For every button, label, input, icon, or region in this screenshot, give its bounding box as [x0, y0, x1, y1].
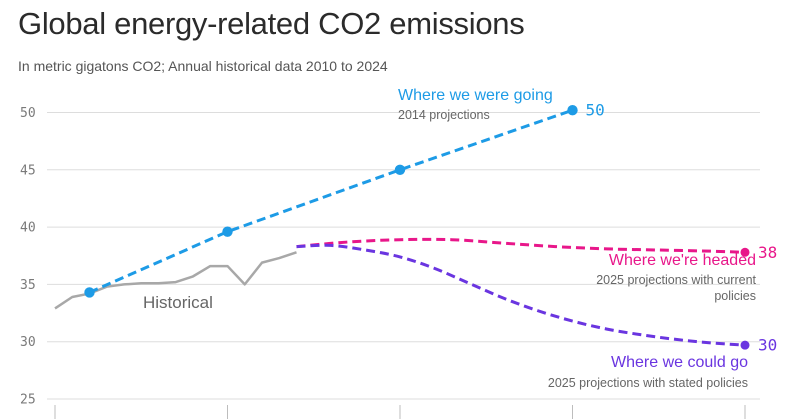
chart-title: Global energy-related CO2 emissions [18, 6, 525, 41]
where-were-headed-label: Where we're headed [609, 252, 756, 269]
historical-label: Historical [143, 293, 213, 312]
where-we-were-going-label: Where we were going [398, 87, 553, 104]
projection-2014-sublabel: 2014 projections [398, 108, 490, 122]
end-value-label: 30 [758, 336, 777, 355]
where-we-could-go-label: Where we could go [611, 354, 748, 371]
series-layer [54, 105, 750, 350]
data-point [84, 287, 95, 298]
y-tick-label: 40 [20, 221, 36, 236]
end-point [740, 247, 750, 257]
y-tick-label: 30 [20, 335, 36, 350]
data-point [222, 226, 233, 237]
y-tick-label: 50 [20, 106, 36, 121]
end-value-label: 50 [586, 101, 605, 120]
current-policies-sublabel: 2025 projections with current policies [596, 273, 756, 303]
data-point [394, 164, 406, 175]
series-line-3 [296, 243, 746, 347]
series-line-2 [296, 237, 746, 254]
labels-layer: 50 38 30 Historical Where we were going 2014 … [143, 87, 777, 390]
chart-subtitle: In metric gigatons CO2; Annual historica… [18, 58, 388, 74]
y-tick-label: 35 [20, 278, 36, 293]
end-point [740, 340, 750, 350]
y-tick-label: 25 [20, 393, 36, 408]
y-tick-label: 45 [20, 163, 36, 178]
data-point [567, 105, 578, 116]
end-value-label: 38 [758, 243, 777, 262]
grid: 25 30 35 40 45 50 [20, 106, 760, 419]
stated-policies-sublabel: 2025 projections with stated policies [548, 376, 748, 390]
series-line-1 [88, 108, 573, 294]
